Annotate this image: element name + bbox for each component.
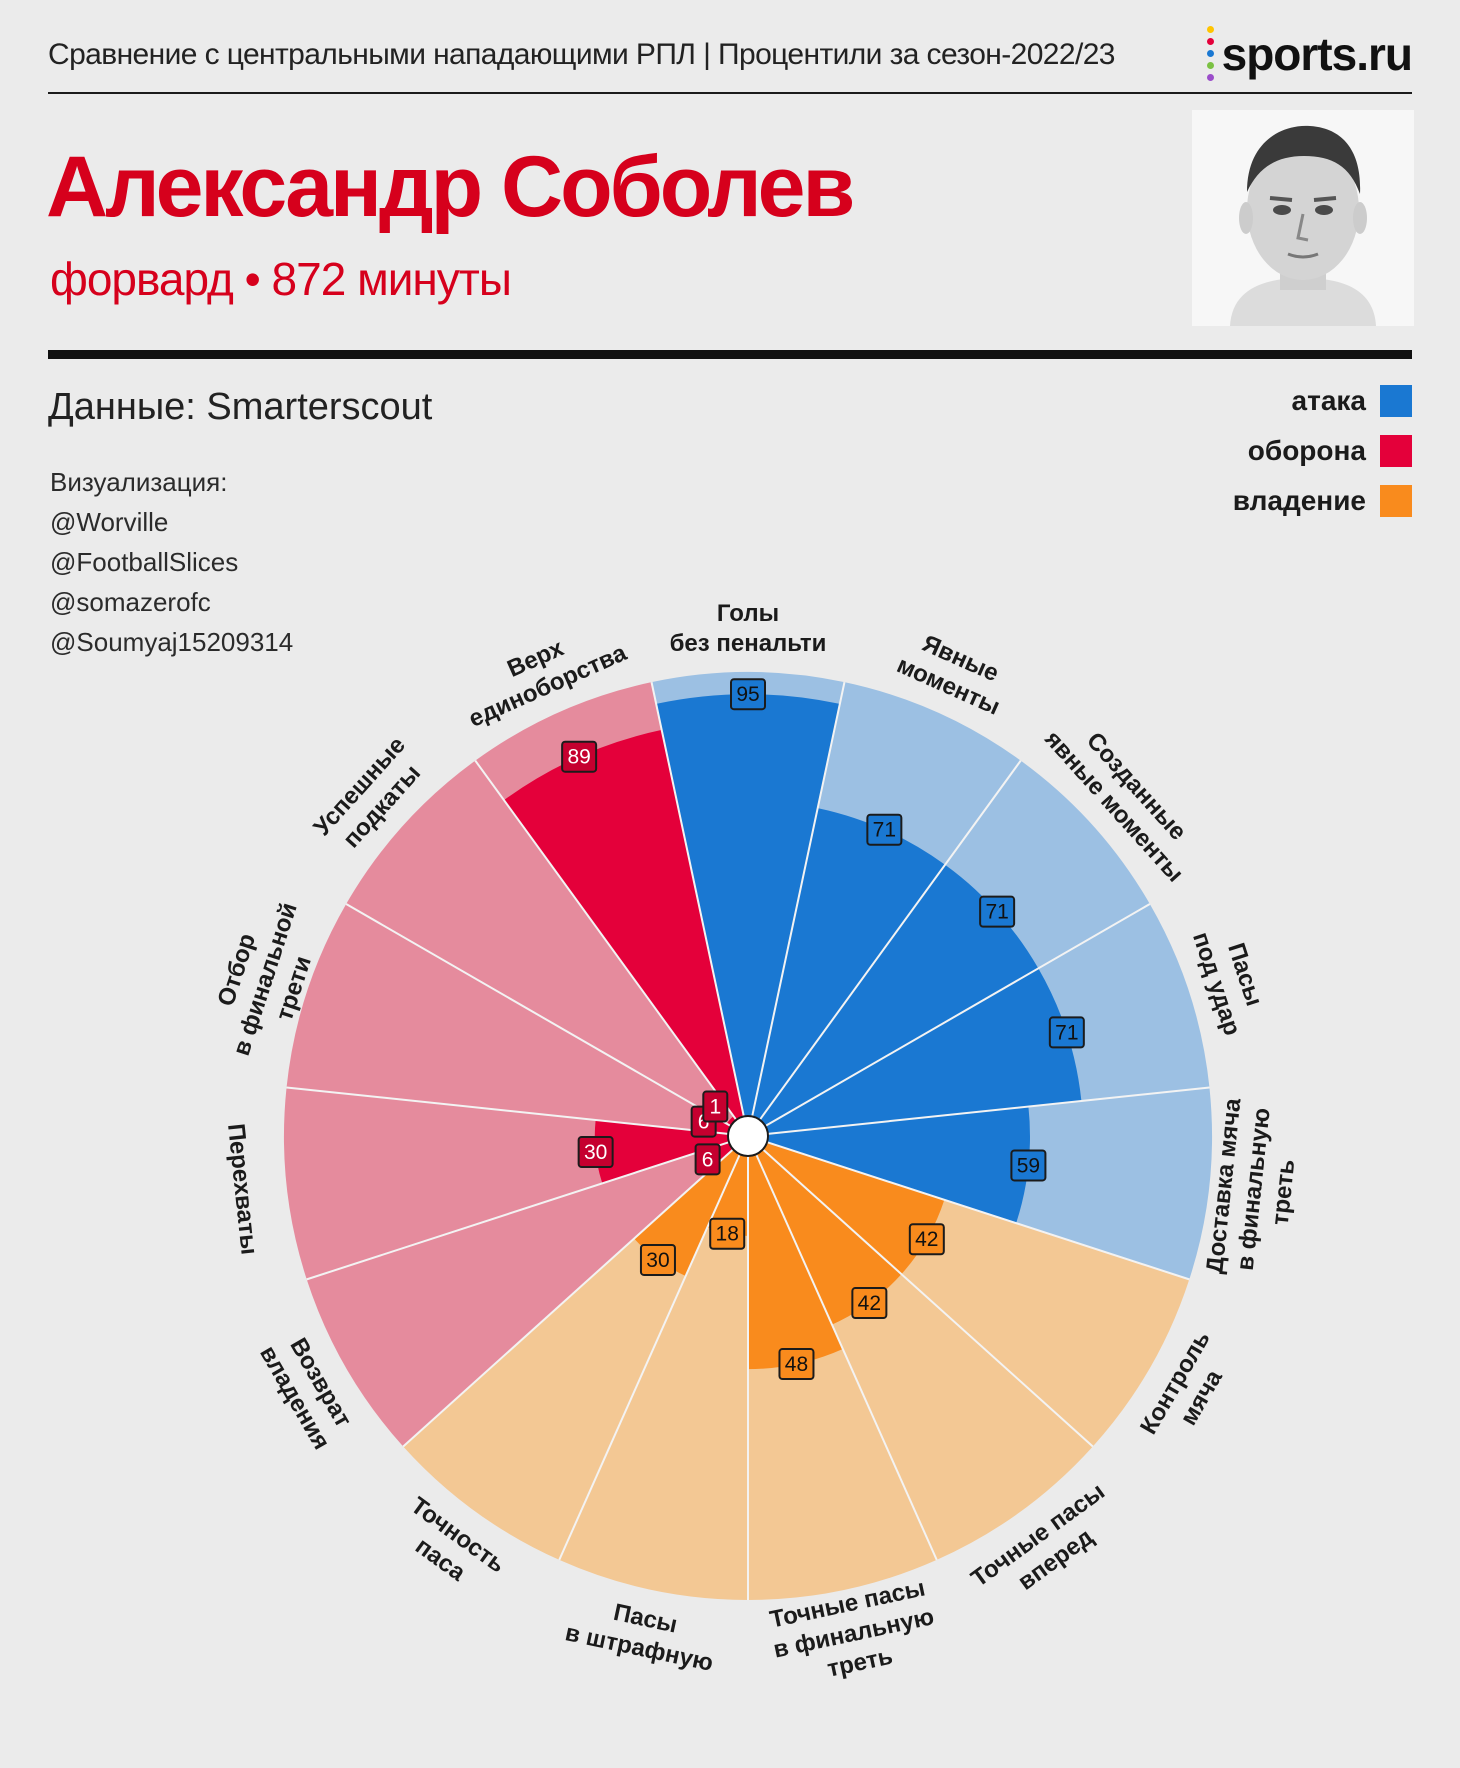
value-label: 71 — [873, 819, 896, 842]
value-label: 42 — [915, 1228, 938, 1251]
category-label: Перехваты — [222, 1122, 263, 1256]
slice-bar — [765, 968, 1082, 1134]
chart-legend: атака оборона владение — [1233, 385, 1412, 517]
category-label-line: без пенальти — [670, 630, 827, 657]
value-label: 59 — [1017, 1154, 1040, 1177]
credits-label: Визуализация: — [50, 467, 228, 497]
slice-divider — [762, 1148, 1094, 1448]
slice-divider — [755, 1153, 938, 1561]
data-source: Данные: Smarterscout — [48, 386, 433, 428]
credit-author: @somazerofc — [50, 587, 211, 617]
credit-author: @Worville — [50, 507, 169, 537]
value-label: 6 — [698, 1111, 710, 1134]
value-badge — [709, 1217, 746, 1250]
value-label: 30 — [646, 1249, 669, 1272]
value-badge — [702, 1090, 729, 1123]
slice-background — [306, 1142, 734, 1447]
slice-divider — [764, 903, 1151, 1127]
slice-background — [346, 760, 737, 1126]
value-label: 89 — [567, 746, 590, 769]
value-label: 71 — [985, 901, 1008, 924]
value-label: 6 — [702, 1148, 714, 1171]
value-label: 71 — [1055, 1021, 1078, 1044]
value-badge — [778, 1348, 815, 1381]
value-badge — [694, 1143, 721, 1176]
logo-text: sports.ru — [1221, 27, 1413, 80]
category-label-line: Перехваты — [222, 1122, 263, 1256]
value-badge — [851, 1287, 888, 1320]
slice-bar — [656, 694, 840, 1117]
value-badge — [979, 895, 1016, 928]
slice-divider — [758, 760, 1022, 1121]
legend-swatch — [1380, 435, 1412, 467]
logo-dots-icon — [1206, 26, 1214, 81]
slice-bar — [767, 1106, 1030, 1224]
value-label: 1 — [709, 1096, 721, 1119]
value-label: 48 — [785, 1353, 808, 1376]
slice-divider — [286, 1086, 729, 1135]
slice-divider — [767, 1086, 1210, 1135]
legend-item-possession: владение — [1233, 485, 1412, 517]
value-badge — [1048, 1016, 1085, 1049]
slice-divider — [345, 903, 732, 1127]
value-badge — [866, 813, 903, 846]
value-label: 30 — [584, 1141, 607, 1164]
legend-swatch — [1380, 385, 1412, 417]
slice-bar — [762, 1142, 945, 1275]
slice-background — [286, 904, 731, 1134]
header-divider — [48, 350, 1412, 359]
chart-subtitle: Сравнение с центральными нападающими РПЛ… — [48, 38, 1115, 71]
slice-bar — [759, 864, 1039, 1126]
slice-bar — [752, 808, 946, 1120]
value-badge — [908, 1223, 945, 1256]
legend-label: атака — [1291, 385, 1366, 416]
sports-logo[interactable]: sports.ru — [1206, 26, 1413, 81]
category-label: Голы без пенальти — [670, 600, 827, 657]
slice-divider — [751, 681, 846, 1117]
value-label: 95 — [736, 683, 759, 706]
category-label-line: Голы — [717, 600, 779, 627]
value-badge — [730, 678, 766, 711]
slice-divider — [766, 1141, 1190, 1281]
value-label: 42 — [858, 1292, 881, 1315]
slice-divider — [306, 1141, 730, 1281]
player-name: Александр Соболев — [46, 139, 855, 235]
visualization-credits: Визуализация: @Worville @FootballSlices … — [50, 462, 293, 662]
legend-item-attack: атака — [1292, 385, 1412, 417]
credit-author: @FootballSlices — [50, 547, 239, 577]
slice-background — [559, 1154, 748, 1600]
value-badge — [561, 740, 598, 773]
category-label-line: треть — [1267, 1158, 1301, 1226]
value-badge — [1010, 1149, 1047, 1182]
legend-swatch — [1380, 485, 1412, 517]
slice-divider — [650, 681, 745, 1117]
slice-divider — [474, 760, 738, 1121]
slice-bar — [748, 1154, 843, 1370]
legend-label: оборона — [1247, 435, 1366, 466]
player-position-minutes: форвард • 872 минуты — [50, 253, 512, 305]
value-badge — [577, 1136, 614, 1169]
credit-author: @Soumyaj15209314 — [50, 627, 294, 657]
slice-bar — [756, 1149, 902, 1325]
slice-divider — [402, 1148, 734, 1448]
value-badge — [639, 1243, 676, 1276]
legend-label: владение — [1232, 485, 1366, 516]
player-photo — [1192, 110, 1414, 326]
slice-bar — [726, 1116, 737, 1126]
slice-bar — [707, 1154, 748, 1236]
legend-item-defense: оборона — [1248, 435, 1412, 467]
top-divider — [48, 92, 1412, 94]
value-label: 18 — [716, 1223, 739, 1246]
center-circle — [727, 1115, 769, 1157]
slice-bar — [503, 729, 744, 1120]
